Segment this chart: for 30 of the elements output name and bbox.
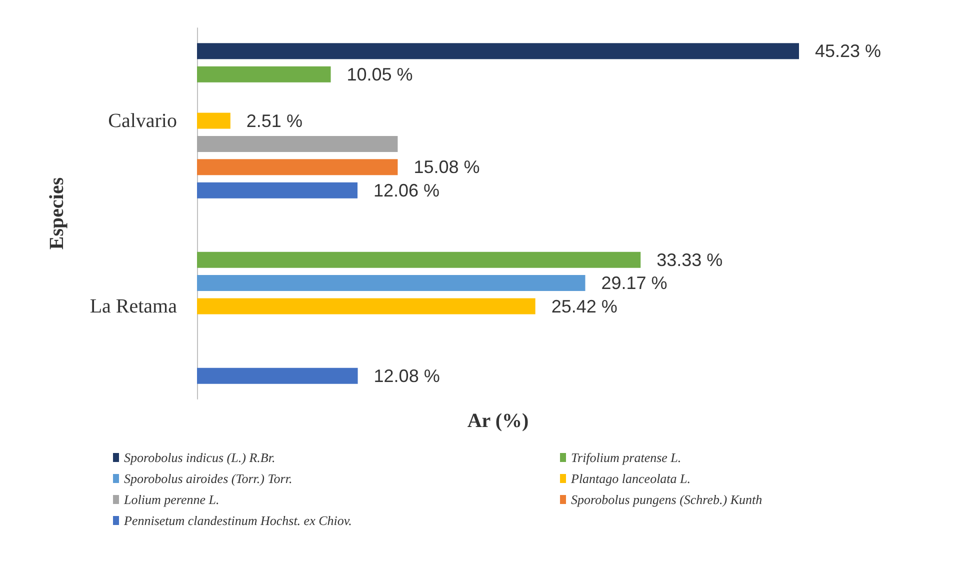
y-axis-title: Especies	[46, 177, 68, 250]
data-label: 2.51 %	[246, 110, 302, 131]
legend-label: Sporobolus airoides (Torr.) Torr.	[124, 471, 292, 486]
data-label: 12.08 %	[374, 366, 440, 386]
data-label: 12.06 %	[374, 180, 440, 200]
legend-label: Plantago lanceolata L.	[570, 471, 691, 486]
legend-label: Trifolium pratense L.	[571, 450, 682, 465]
data-label: 33.33 %	[656, 250, 723, 270]
bar	[197, 159, 398, 176]
bar	[197, 43, 799, 60]
legend-label: Sporobolus indicus (L.) R.Br.	[124, 450, 276, 465]
y-tick-label: La Retama	[90, 295, 178, 318]
bar	[197, 298, 536, 314]
x-axis-title: Ar (%)	[467, 410, 529, 432]
data-label: 15.08 %	[414, 157, 480, 178]
bar	[197, 368, 358, 384]
data-label: 45.23 %	[815, 41, 882, 62]
bar	[197, 66, 331, 82]
bar	[197, 252, 641, 268]
bar	[197, 275, 586, 292]
y-tick-label: Calvario	[108, 110, 177, 132]
bar	[197, 136, 398, 152]
legend-label: Sporobolus pungens (Schreb.) Kunth	[571, 492, 762, 507]
data-label: 10.05 %	[346, 64, 413, 84]
legend-label: Pennisetum clandestinum Hochst. ex Chiov.	[123, 513, 352, 528]
data-label: 29.17 %	[601, 273, 668, 294]
data-label: 25.42 %	[551, 296, 618, 316]
legend-label: Lolium perenne L.	[123, 492, 220, 507]
bar	[197, 182, 358, 198]
bar	[197, 112, 230, 129]
